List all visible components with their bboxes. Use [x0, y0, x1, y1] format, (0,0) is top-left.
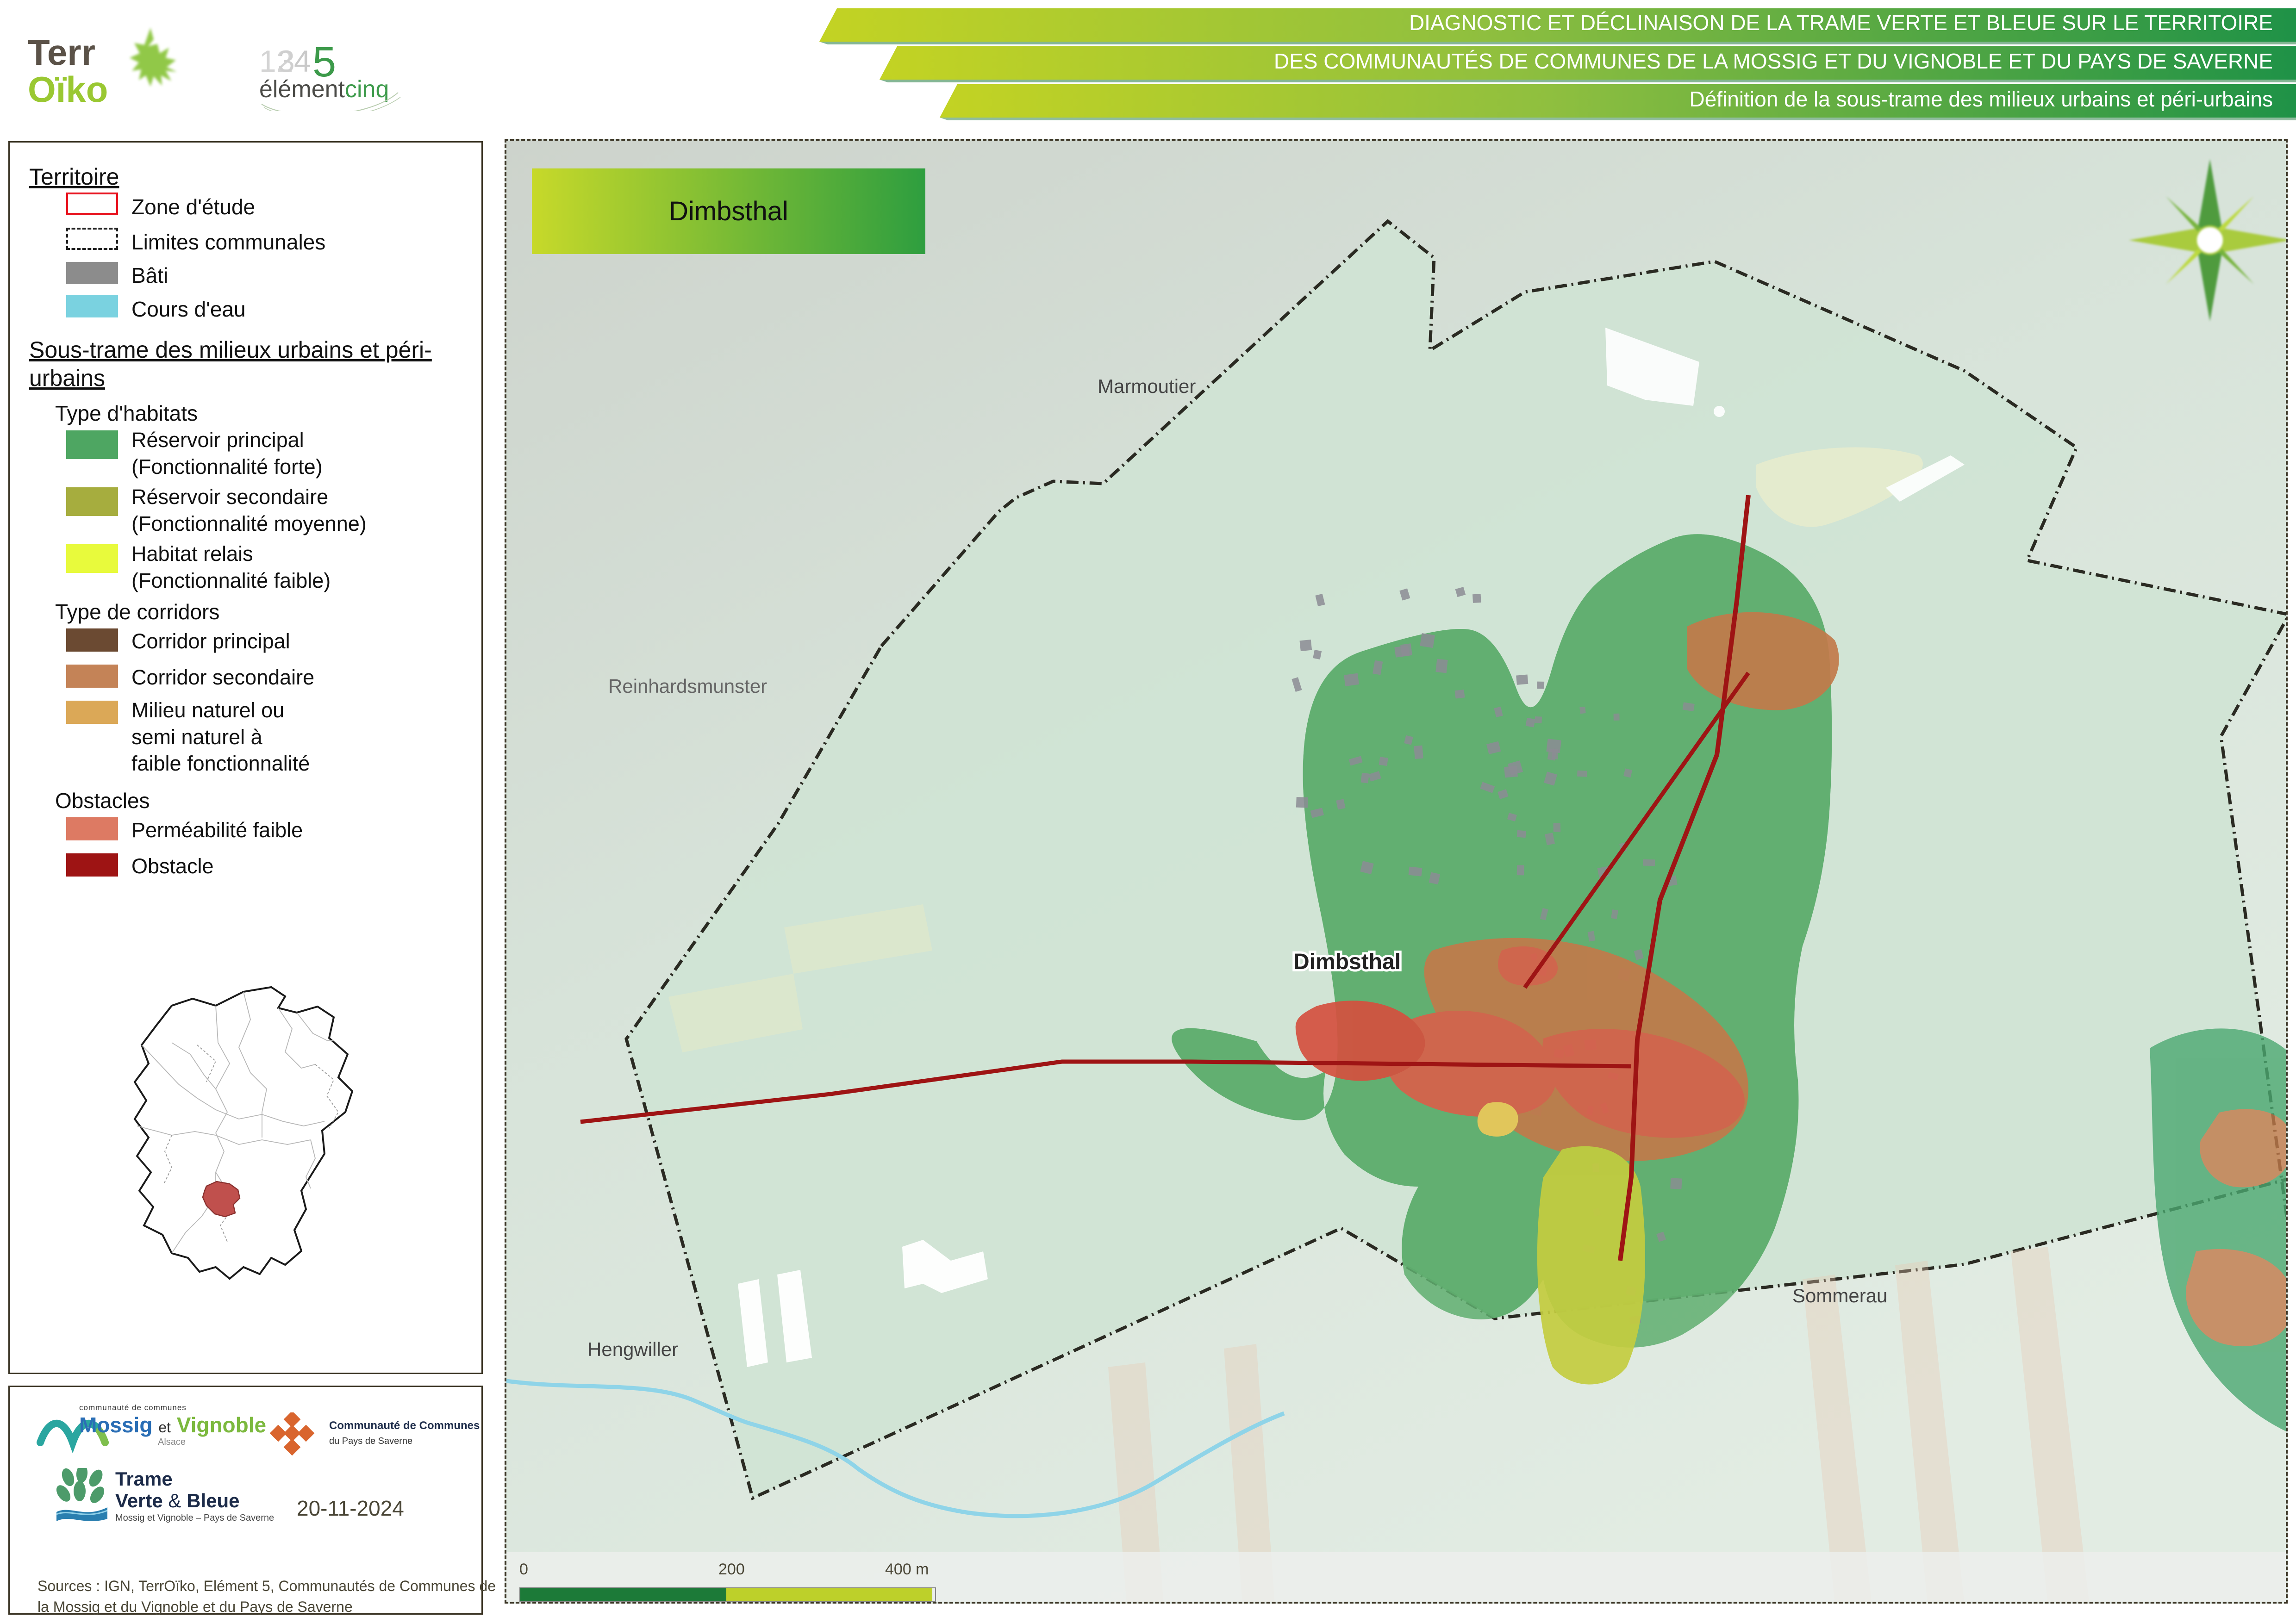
svg-text:Dimbsthal: Dimbsthal — [1293, 950, 1401, 974]
svg-text:Sommerau: Sommerau — [1792, 1285, 1887, 1306]
svg-text:Définition de la sous-trame de: Définition de la sous-trame des milieux … — [1690, 87, 2273, 111]
svg-text:Reinhardsmunster: Reinhardsmunster — [608, 675, 767, 697]
svg-text:DES COMMUNAUTÉS DE COMMUNES DE: DES COMMUNAUTÉS DE COMMUNES DE LA MOSSIG… — [1274, 49, 2273, 73]
svg-text:DIAGNOSTIC ET DÉCLINAISON DE L: DIAGNOSTIC ET DÉCLINAISON DE LA TRAME VE… — [1409, 11, 2273, 35]
svg-text:Marmoutier: Marmoutier — [1098, 375, 1196, 397]
svg-text:Hengwiller: Hengwiller — [587, 1338, 678, 1360]
